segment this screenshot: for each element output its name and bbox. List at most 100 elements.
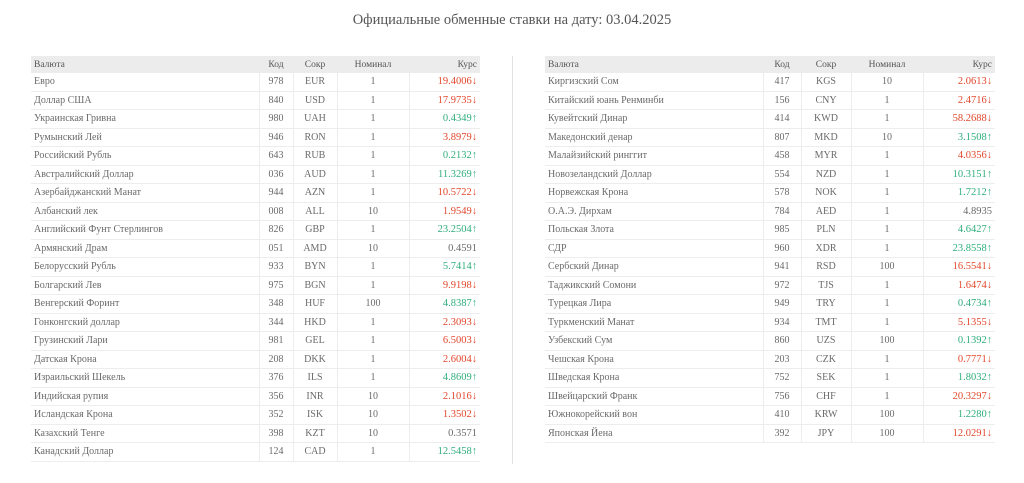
currency-abbr-cell: KGS xyxy=(800,73,851,92)
rate-cell: 2.0613↓ xyxy=(922,73,995,92)
nominal-cell: 1 xyxy=(850,276,923,295)
column-header-nominal[interactable]: Номинал xyxy=(851,56,923,73)
currency-name-cell: Исландская Крона xyxy=(31,405,259,425)
rate-cell: 9.9198↓ xyxy=(408,276,480,295)
currency-code-cell: 756 xyxy=(762,387,801,406)
currency-name-cell: Туркменский Манат xyxy=(545,313,763,332)
currency-name-cell: Датская Крона xyxy=(31,350,259,369)
table-row: Швейцарский Франк 756 CHF 1 20.3297↓ xyxy=(545,387,995,406)
rate-cell: 3.8979↓ xyxy=(408,128,480,147)
table-row: Болгарский Лев 975 BGN 1 9.9198↓ xyxy=(31,276,480,295)
table-body: Киргизский Сом 417 KGS 10 2.0613↓ Китайский ю… xyxy=(545,73,995,443)
column-header-abbr[interactable]: Сокр xyxy=(293,56,337,73)
rate-cell: 0.4734↑ xyxy=(922,294,995,314)
column-header-rate[interactable]: Курс xyxy=(923,56,995,73)
nominal-cell: 1 xyxy=(336,165,409,184)
nominal-cell: 1 xyxy=(850,368,923,388)
currency-code-cell: 807 xyxy=(762,128,801,147)
currency-abbr-cell: PLN xyxy=(800,220,851,240)
rate-cell: 19.4006↓ xyxy=(408,73,480,92)
currency-code-cell: 036 xyxy=(258,165,293,184)
table-row: Грузинский Лари 981 GEL 1 6.5003↓ xyxy=(31,331,480,351)
rate-cell: 6.5003↓ xyxy=(408,331,480,351)
table-row: Украинская Гривна 980 UAH 1 0.4349↑ xyxy=(31,109,480,129)
currency-name-cell: Таджикский Сомони xyxy=(545,276,763,295)
column-header-currency[interactable]: Валюта xyxy=(31,56,259,73)
currency-abbr-cell: SEK xyxy=(800,368,851,388)
rate-cell: 58.2688↓ xyxy=(922,109,995,129)
nominal-cell: 1 xyxy=(336,442,409,462)
column-header-code[interactable]: Код xyxy=(259,56,293,73)
rate-cell: 4.8387↑ xyxy=(408,294,480,314)
currency-name-cell: Македонский денар xyxy=(545,128,763,147)
table-row: Албанский лек 008 ALL 10 1.9549↓ xyxy=(31,202,480,221)
column-header-currency[interactable]: Валюта xyxy=(545,56,763,73)
table-row: Индийская рупия 356 INR 10 2.1016↓ xyxy=(31,387,480,406)
rate-cell: 4.0356↓ xyxy=(922,146,995,166)
currency-abbr-cell: ALL xyxy=(292,202,337,221)
currency-code-cell: 376 xyxy=(258,368,293,388)
table-row: СДР 960 XDR 1 23.8558↑ xyxy=(545,239,995,258)
currency-name-cell: Армянский Драм xyxy=(31,239,259,258)
currency-name-cell: Венгерский Форинт xyxy=(31,294,259,314)
currency-name-cell: Китайский юань Ренминби xyxy=(545,91,763,110)
currency-code-cell: 208 xyxy=(258,350,293,369)
table-row: Гонконгский доллар 344 HKD 1 2.3093↓ xyxy=(31,313,480,332)
column-header-rate[interactable]: Курс xyxy=(409,56,480,73)
currency-name-cell: Чешская Крона xyxy=(545,350,763,369)
currency-abbr-cell: MKD xyxy=(800,128,851,147)
currency-code-cell: 554 xyxy=(762,165,801,184)
currency-abbr-cell: KRW xyxy=(800,405,851,425)
rate-cell: 1.8032↑ xyxy=(922,368,995,388)
nominal-cell: 1 xyxy=(336,368,409,388)
column-header-abbr[interactable]: Сокр xyxy=(801,56,851,73)
currency-abbr-cell: GBP xyxy=(292,220,337,240)
nominal-cell: 100 xyxy=(850,424,923,443)
currency-code-cell: 410 xyxy=(762,405,801,425)
currency-abbr-cell: MYR xyxy=(800,146,851,166)
table-row: Исландская Крона 352 ISK 10 1.3502↓ xyxy=(31,405,480,425)
currency-code-cell: 008 xyxy=(258,202,293,221)
currency-abbr-cell: AED xyxy=(800,202,851,221)
rate-cell: 0.3571 xyxy=(408,424,480,443)
rate-cell: 0.4591 xyxy=(408,239,480,258)
nominal-cell: 1 xyxy=(850,202,923,221)
currency-code-cell: 985 xyxy=(762,220,801,240)
table-row: Венгерский Форинт 348 HUF 100 4.8387↑ xyxy=(31,294,480,314)
currency-code-cell: 975 xyxy=(258,276,293,295)
currency-name-cell: Албанский лек xyxy=(31,202,259,221)
table-row: Шведская Крона 752 SEK 1 1.8032↑ xyxy=(545,368,995,388)
currency-code-cell: 978 xyxy=(258,73,293,92)
currency-name-cell: Азербайджанский Манат xyxy=(31,183,259,203)
currency-abbr-cell: TJS xyxy=(800,276,851,295)
rates-table-left: Валюта Код Сокр Номинал Курс Евро 978 EUR 1… xyxy=(31,56,480,462)
rate-cell: 5.7414↑ xyxy=(408,257,480,277)
currency-name-cell: Польская Злота xyxy=(545,220,763,240)
currency-abbr-cell: CZK xyxy=(800,350,851,369)
table-row: Евро 978 EUR 1 19.4006↓ xyxy=(31,73,480,92)
column-divider xyxy=(512,56,513,464)
table-row: Израильский Шекель 376 ILS 1 4.8609↑ xyxy=(31,368,480,388)
table-header-row: Валюта Код Сокр Номинал Курс xyxy=(545,56,995,73)
currency-code-cell: 840 xyxy=(258,91,293,110)
table-row: Сербский Динар 941 RSD 100 16.5541↓ xyxy=(545,257,995,277)
currency-name-cell: Японская Йена xyxy=(545,424,763,443)
currency-abbr-cell: GEL xyxy=(292,331,337,351)
rate-cell: 1.6474↓ xyxy=(922,276,995,295)
column-header-code[interactable]: Код xyxy=(763,56,801,73)
rate-cell: 4.8935 xyxy=(922,202,995,221)
currency-abbr-cell: INR xyxy=(292,387,337,406)
currency-code-cell: 860 xyxy=(762,331,801,351)
currency-abbr-cell: ISK xyxy=(292,405,337,425)
currency-name-cell: Малайзийский ринггит xyxy=(545,146,763,166)
currency-abbr-cell: RUB xyxy=(292,146,337,166)
currency-abbr-cell: RSD xyxy=(800,257,851,277)
column-header-nominal[interactable]: Номинал xyxy=(337,56,409,73)
table-row: О.А.Э. Дирхам 784 AED 1 4.8935 xyxy=(545,202,995,221)
currency-name-cell: Румынский Лей xyxy=(31,128,259,147)
currency-code-cell: 784 xyxy=(762,202,801,221)
table-row: Канадский Доллар 124 CAD 1 12.5458↑ xyxy=(31,442,480,462)
currency-abbr-cell: AUD xyxy=(292,165,337,184)
rate-cell: 23.2504↑ xyxy=(408,220,480,240)
nominal-cell: 1 xyxy=(850,91,923,110)
